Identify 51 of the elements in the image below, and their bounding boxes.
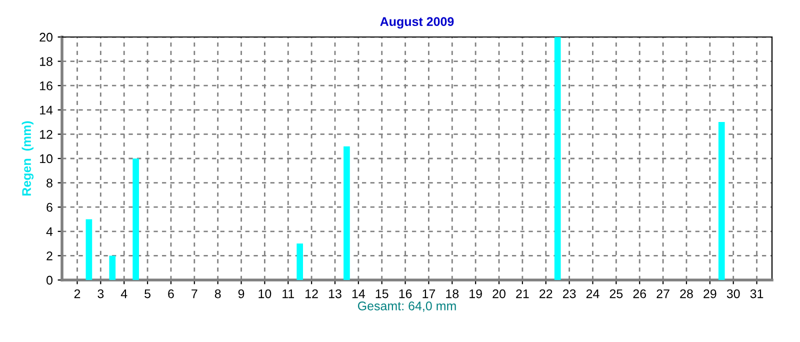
x-tick-label: 24 bbox=[586, 289, 600, 298]
x-tick-label: 31 bbox=[750, 289, 764, 298]
x-tick-label: 22 bbox=[540, 289, 552, 298]
x-tick-label: 3 bbox=[98, 289, 104, 298]
bar bbox=[554, 37, 561, 280]
x-tick-label: 25 bbox=[610, 289, 623, 298]
x-tick-label: 29 bbox=[704, 289, 716, 298]
y-tick-label: 0 bbox=[46, 276, 52, 285]
x-tick-label: 16 bbox=[399, 289, 412, 298]
x-tick-label: 10 bbox=[258, 289, 272, 298]
x-tick-label: 18 bbox=[446, 289, 459, 298]
x-tick-label: 27 bbox=[656, 289, 670, 298]
bar bbox=[344, 146, 350, 280]
x-tick-label: 23 bbox=[562, 289, 576, 298]
x-tick-label: 13 bbox=[328, 289, 342, 298]
x-tick-label: 7 bbox=[192, 289, 198, 298]
x-tick-label: 19 bbox=[470, 289, 482, 298]
chart-title: August 2009 bbox=[380, 17, 454, 29]
bar bbox=[109, 256, 116, 280]
bar bbox=[296, 244, 303, 280]
x-tick-label: 20 bbox=[492, 289, 506, 298]
x-tick-label: 12 bbox=[306, 289, 318, 298]
x-tick-label: 21 bbox=[516, 289, 529, 298]
bar bbox=[86, 219, 92, 280]
y-tick-label: 12 bbox=[40, 130, 52, 139]
y-tick-label: 10 bbox=[40, 154, 52, 164]
y-tick-label: 18 bbox=[40, 57, 52, 66]
x-tick-label: 11 bbox=[282, 289, 294, 298]
x-tick-label: 15 bbox=[376, 289, 388, 298]
y-tick-label: 8 bbox=[46, 178, 52, 188]
x-tick-label: 26 bbox=[633, 289, 646, 298]
bar bbox=[718, 122, 725, 280]
y-tick-label: 20 bbox=[40, 32, 52, 42]
x-tick-label: 17 bbox=[422, 289, 436, 298]
x-tick-label: 4 bbox=[120, 289, 128, 298]
x-tick-label: 2 bbox=[74, 289, 80, 298]
y-tick-label: 14 bbox=[40, 106, 53, 114]
x-tick-label: 5 bbox=[144, 289, 150, 298]
text: Gesamt: 64,0 mm bbox=[358, 302, 456, 312]
y-tick-label: 6 bbox=[46, 202, 52, 212]
bar bbox=[132, 158, 139, 280]
y-tick-label: 4 bbox=[46, 227, 53, 236]
y-axis-title: Regen (mm) bbox=[22, 121, 34, 196]
x-tick-label: 9 bbox=[238, 289, 244, 298]
x-tick-label: 30 bbox=[726, 289, 740, 298]
x-tick-label: 8 bbox=[214, 289, 221, 298]
x-tick-label: 14 bbox=[352, 289, 366, 298]
y-tick-label: 2 bbox=[46, 252, 52, 260]
x-tick-label: 6 bbox=[168, 289, 174, 298]
y-tick-label: 16 bbox=[40, 81, 52, 90]
x-tick-label: 28 bbox=[680, 289, 693, 298]
